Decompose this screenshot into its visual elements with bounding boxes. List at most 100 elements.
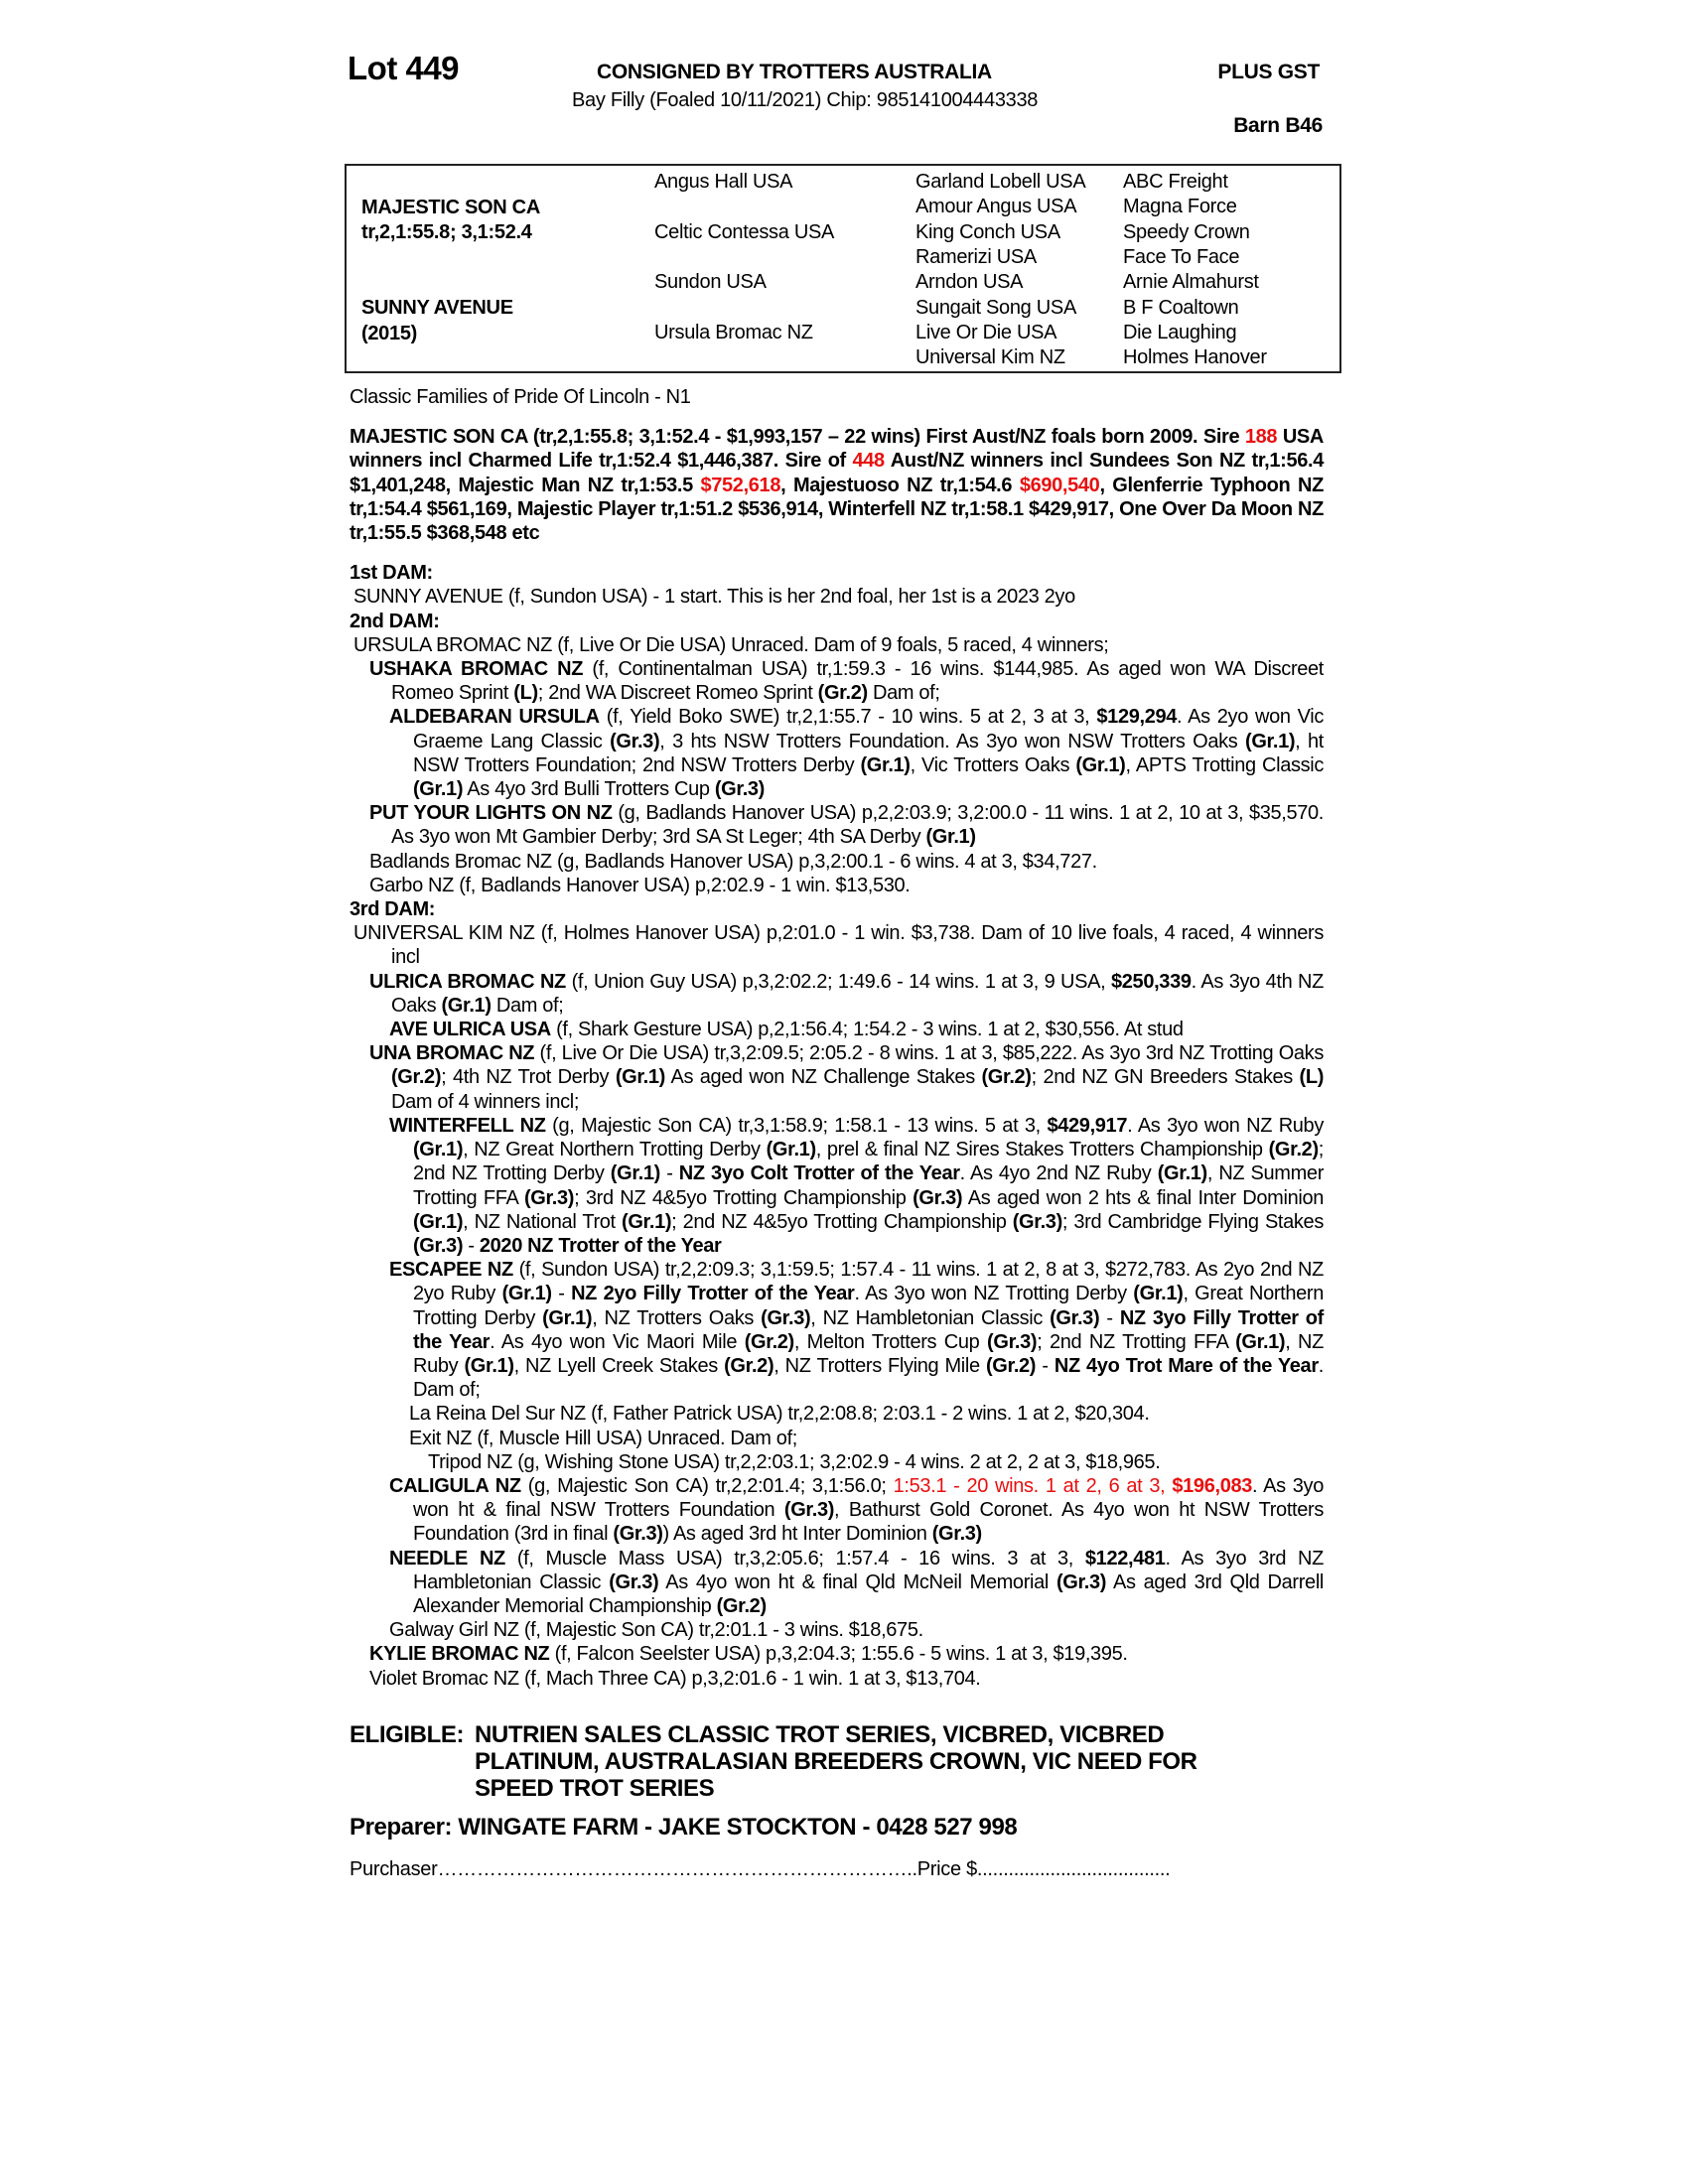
progeny-entry: ULRICA BROMAC NZ (f, Union Guy USA) p,3,… (350, 970, 1324, 1018)
pedigree-ancestor: Face To Face (1123, 245, 1240, 268)
text-segment: (Gr.3) (761, 1306, 811, 1329)
text-segment: (Gr.3) (1055, 1570, 1107, 1593)
highlighted-text: $196,083 (1172, 1474, 1253, 1497)
sire-record: tr,2,1:55.8; 3,1:52.4 (361, 221, 532, 243)
progeny-entry: URSULA BROMAC NZ (f, Live Or Die USA) Un… (350, 633, 1324, 657)
text-segment: ; 2nd NZ Trotting Derby (413, 1139, 1324, 1185)
text-segment: (f, Union Guy USA) p,3,2:02.2; 1:49.6 - … (565, 970, 1111, 993)
text-segment: URSULA BROMAC NZ (f, Live Or Die USA) Un… (353, 633, 1109, 656)
eligibility: ELIGIBLE: NUTRIEN SALES CLASSIC TROT SERI… (350, 1721, 1269, 1802)
text-segment: . Dam of; (413, 1354, 1324, 1402)
text-segment: (Gr.1) (1157, 1162, 1207, 1185)
progeny-entry: SUNNY AVENUE (f, Sundon USA) - 1 start. … (350, 585, 1324, 609)
progeny-entry: WINTERFELL NZ (g, Majestic Son CA) tr,3,… (350, 1114, 1324, 1258)
text-segment: ; 2nd NZ Trotting FFA (1037, 1330, 1236, 1353)
text-segment: (Gr.1) (1235, 1330, 1286, 1353)
text-segment: - (551, 1283, 572, 1305)
text-segment: (Gr.1) (1133, 1283, 1184, 1305)
text-segment: , ht NSW Trotters Foundation; 2nd NSW Tr… (413, 730, 1324, 776)
text-segment: (Gr.2) (985, 1354, 1037, 1377)
text-segment: , NZ Trotters Flying Mile (774, 1354, 986, 1377)
pedigree-ancestor: Magna Force (1123, 196, 1237, 218)
text-segment: (f, Live Or Die USA) tr,3,2:09.5; 2:05.2… (534, 1042, 1325, 1065)
text-segment: (Gr.1) (542, 1306, 593, 1329)
text-segment: (f, Muscle Mass USA) tr,3,2:05.6; 1:57.4… (504, 1547, 1085, 1570)
pedigree-ancestor: Holmes Hanover (1123, 346, 1267, 369)
text-segment: Galway Girl NZ (f, Majestic Son CA) tr,2… (389, 1619, 923, 1642)
text-segment: (g, Badlands Hanover USA) p,2,2:03.9; 3,… (391, 802, 1324, 849)
text-segment: AVE ULRICA USA (389, 1019, 551, 1041)
text-segment: (f, Falcon Seelster USA) p,3,2:04.3; 1:5… (549, 1643, 1128, 1666)
text-segment: , Vic Trotters Oaks (910, 753, 1076, 776)
text-segment: (f, Shark Gesture USA) p,2,1:56.4; 1:54.… (550, 1019, 1184, 1041)
text-segment: (Gr.1) (413, 1139, 464, 1161)
text-segment: . As 4yo 2nd NZ Ruby (959, 1162, 1158, 1185)
pedigree-ancestor: Arnie Almahurst (1123, 271, 1259, 294)
text-segment: (Gr.3) (1050, 1306, 1100, 1329)
text-segment: (L) (513, 682, 538, 705)
progeny-entry: ESCAPEE NZ (f, Sundon USA) tr,2,2:09.3; … (350, 1258, 1324, 1402)
text-segment: Dam of; (491, 994, 564, 1017)
text-segment: (Gr.3) (613, 1523, 663, 1546)
text-segment: ; 2nd NZ 4&5yo Trotting Championship (671, 1210, 1013, 1233)
pedigree-ancestor: Die Laughing (1123, 321, 1237, 343)
text-segment: , NZ Hambletonian Classic (810, 1306, 1051, 1329)
text-segment: (Gr.3) (609, 1570, 659, 1593)
text-segment: (Gr.3) (714, 778, 765, 801)
text-segment: $129,294 (1096, 706, 1178, 729)
text-segment: (Gr.1) (413, 1210, 464, 1233)
lot-number: Lot 449 (348, 50, 460, 86)
pedigree-ancestor: Speedy Crown (1123, 220, 1250, 243)
dam-heading: 3rd DAM: (350, 898, 436, 921)
text-segment: WINTERFELL NZ (389, 1114, 546, 1137)
text-segment: (Gr.3) (523, 1186, 575, 1209)
text-segment: (Gr.3) (413, 1234, 464, 1257)
text-segment: (Gr.2) (981, 1066, 1032, 1089)
highlighted-text: $752,618 (700, 474, 781, 496)
gst-note: PLUS GST (1217, 61, 1320, 83)
text-segment: (Gr.2) (716, 1594, 767, 1617)
pedigree-ancestor: Sundon USA (654, 271, 767, 294)
highlighted-text: $690,540 (1019, 474, 1100, 496)
progeny-entry: NEEDLE NZ (f, Muscle Mass USA) tr,3,2:05… (350, 1547, 1324, 1619)
text-segment: (Gr.1) (413, 778, 464, 801)
text-segment: ALDEBARAN URSULA (389, 706, 600, 729)
progeny-entry: AVE ULRICA USA (f, Shark Gesture USA) p,… (350, 1018, 1324, 1041)
text-segment: , 3 hts NSW Trotters Foundation. As 3yo … (659, 730, 1246, 752)
text-segment: CALIGULA NZ (389, 1474, 521, 1497)
text-segment: ; 4th NZ Trot Derby (441, 1066, 616, 1089)
progeny-entry: USHAKA BROMAC NZ (f, Continentalman USA)… (350, 657, 1324, 705)
text-segment: , APTS Trotting Classic (1125, 753, 1325, 776)
text-segment: ; 3rd NZ 4&5yo Trotting Championship (574, 1186, 914, 1209)
text-segment: , Glenferrie Typhoon NZ tr,1:54.4 $561,1… (350, 474, 1324, 545)
text-segment: $429,917 (1047, 1114, 1128, 1137)
text-segment: , Majestuoso NZ tr,1:54.6 (780, 474, 1020, 496)
pedigree-ancestor: ABC Freight (1123, 171, 1228, 193)
text-segment: ; 3rd Cambridge Flying Stakes (1061, 1210, 1324, 1233)
progeny-entry: Violet Bromac NZ (f, Mach Three CA) p,3,… (350, 1667, 1324, 1691)
progeny-entry: KYLIE BROMAC NZ (f, Falcon Seelster USA)… (350, 1642, 1324, 1666)
text-segment: , NZ Trotters Oaks (592, 1306, 762, 1329)
text-segment: NZ 3yo Filly Trotter of the Year (413, 1306, 1324, 1353)
text-segment: Violet Bromac NZ (f, Mach Three CA) p,3,… (369, 1667, 981, 1690)
text-segment: , Melton Trotters Cup (793, 1330, 988, 1353)
pedigree-ancestor: Celtic Contessa USA (654, 220, 835, 243)
text-segment: (Gr.1) (464, 1354, 514, 1377)
barn-number: Barn B46 (1233, 114, 1323, 137)
text-segment: (Gr.1) (501, 1283, 552, 1305)
text-segment: UNA BROMAC NZ (369, 1042, 535, 1065)
text-segment: (Gr.3) (913, 1186, 963, 1209)
progeny-entry: ALDEBARAN URSULA (f, Yield Boko SWE) tr,… (350, 705, 1324, 801)
text-segment: . As 3yo won NZ Trotting Derby (854, 1283, 1134, 1305)
text-segment: , NZ Ruby (413, 1330, 1324, 1377)
text-segment: , NZ Lyell Creek Stakes (513, 1354, 725, 1377)
pedigree-ancestor: Universal Kim NZ (915, 346, 1065, 369)
progeny-entry: Galway Girl NZ (f, Majestic Son CA) tr,2… (350, 1618, 1324, 1642)
text-segment: NZ 4yo Trot Mare of the Year (1054, 1354, 1319, 1377)
sire-summary: MAJESTIC SON CA (tr,2,1:55.8; 3,1:52.4 -… (350, 425, 1324, 545)
preparer: Preparer: WINGATE FARM - JAKE STOCKTON -… (350, 1814, 1018, 1841)
text-segment: Dam of; (867, 682, 940, 705)
pedigree-ancestor: Ramerizi USA (915, 245, 1037, 268)
dam-heading: 2nd DAM: (350, 610, 440, 632)
text-segment: UNIVERSAL KIM NZ (f, Holmes Hanover USA)… (353, 922, 1324, 969)
